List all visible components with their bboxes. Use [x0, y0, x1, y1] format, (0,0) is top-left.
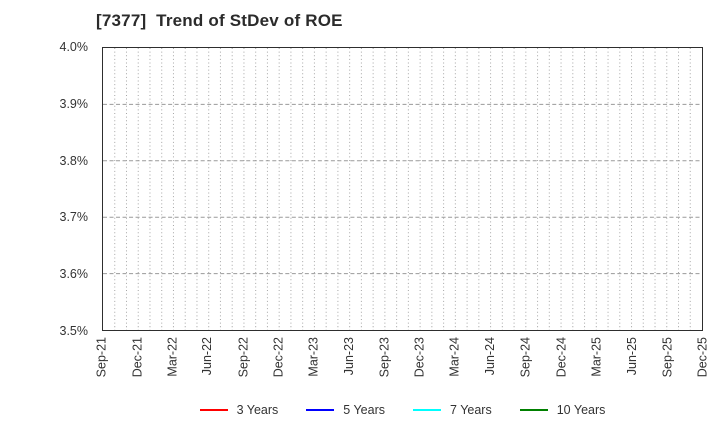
x-tick-label: Dec-21: [129, 337, 144, 378]
legend-label: 7 Years: [450, 403, 492, 417]
x-tick-label: Jun-25: [624, 337, 639, 376]
gridlines: [103, 48, 702, 330]
x-tick-label: Sep-24: [518, 337, 533, 378]
legend-item: 5 Years: [306, 403, 385, 417]
plot-area: [102, 47, 703, 331]
x-tick-label: Jun-23: [341, 337, 356, 376]
x-tick-label: Dec-22: [271, 337, 286, 378]
x-tick-label: Sep-22: [235, 337, 250, 378]
legend: 3 Years 5 Years 7 Years 10 Years: [102, 403, 703, 417]
x-tick-label: Jun-24: [483, 337, 498, 376]
y-tick-label: 3.7%: [59, 210, 89, 225]
chart-title: [7377] Trend of StDev of ROE: [96, 11, 343, 30]
x-tick-label: Jun-22: [200, 337, 215, 376]
legend-label: 10 Years: [556, 403, 606, 417]
legend-label: 3 Years: [236, 403, 279, 417]
x-tick-label: Sep-21: [94, 337, 109, 378]
x-tick-label: Mar-24: [448, 337, 463, 377]
x-tick-label: Dec-24: [554, 337, 569, 378]
legend-line-swatch: [413, 408, 442, 412]
y-tick-label: 3.6%: [59, 267, 89, 282]
legend-line-swatch: [519, 408, 548, 412]
y-tick-label: 3.8%: [59, 153, 89, 168]
y-tick-label: 4.0%: [59, 40, 89, 54]
legend-item: 10 Years: [519, 403, 606, 417]
x-tick-label: Sep-23: [377, 337, 392, 378]
x-tick-label: Dec-25: [695, 337, 710, 378]
legend-item: 3 Years: [199, 403, 279, 417]
x-tick-label: Mar-22: [165, 337, 180, 377]
x-tick-label: Mar-23: [306, 337, 321, 377]
legend-item: 7 Years: [413, 403, 492, 417]
legend-line-swatch: [306, 408, 335, 412]
legend-label: 5 Years: [343, 403, 386, 417]
x-tick-label: Mar-25: [589, 337, 604, 377]
x-tick-label: Sep-25: [660, 337, 675, 378]
x-tick-label: Dec-23: [412, 337, 427, 378]
y-tick-label: 3.9%: [59, 96, 89, 111]
legend-line-swatch: [199, 408, 228, 412]
y-tick-label: 3.5%: [59, 324, 89, 338]
